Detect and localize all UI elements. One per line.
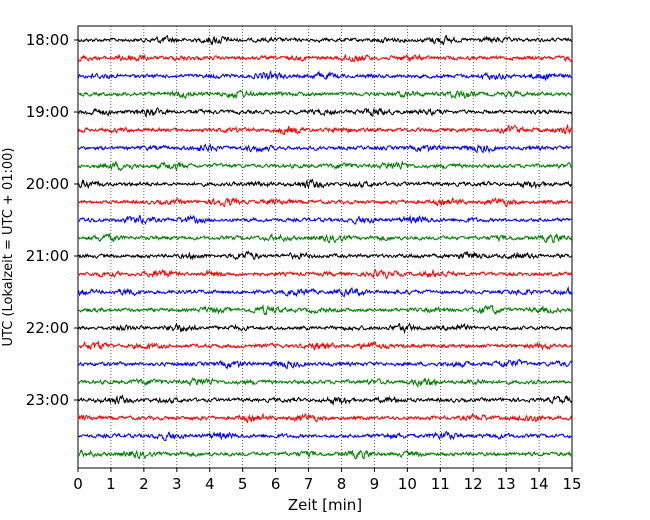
x-tick-label: 6 [271,475,281,493]
x-tick-label: 3 [172,475,182,493]
seismic-trace [77,178,573,190]
seismic-trace [77,232,573,244]
seismic-trace [77,53,573,63]
seismic-trace [77,394,573,406]
seismic-trace [77,268,573,280]
plot-frame [77,25,573,469]
x-tick-label: 7 [304,475,314,493]
seismic-trace [77,107,573,118]
y-axis-ticks: 18:00 19:00 20:00 21:00 22:00 23:00 [26,31,78,409]
seismic-trace [77,196,573,208]
x-tick-label: 10 [398,475,417,493]
y-tick-label: 19:00 [26,103,69,121]
seismic-trace [77,160,573,172]
y-tick-label: 21:00 [26,247,69,265]
y-tick-label: 20:00 [26,175,69,193]
y-tick-label: 18:00 [26,31,69,49]
x-tick-label: 13 [497,475,516,493]
x-tick-label: 14 [530,475,549,493]
x-tick-label: 5 [238,475,248,493]
y-axis-label: UTC (Lokalzeit = UTC + 01:00) [1,148,16,347]
seismic-trace [77,214,573,225]
x-tick-label: 12 [464,475,483,493]
seismic-traces [77,34,573,460]
x-tick-label: 9 [370,475,380,493]
x-tick-label: 11 [431,475,450,493]
seismic-trace [77,340,573,351]
x-axis-label: Zeit [min] [288,496,362,514]
seismic-trace [77,70,573,81]
seismic-trace [77,376,573,388]
seismic-trace [77,34,573,46]
x-axis-ticks: 0 1 2 3 4 5 6 7 8 9 10 11 12 13 14 15 [73,468,582,493]
x-tick-label: 15 [562,475,581,493]
seismic-trace [77,123,573,136]
seismic-trace [77,430,573,441]
seismic-trace [77,285,573,298]
seismic-trace [77,249,573,261]
y-tick-label: 23:00 [26,391,69,409]
y-tick-label: 22:00 [26,319,69,337]
seismic-trace [77,449,573,460]
seismic-trace [77,143,573,154]
seismic-trace [77,358,573,370]
x-tick-label: 4 [205,475,215,493]
x-tick-label: 8 [337,475,347,493]
seismic-trace [77,89,573,100]
x-tick-label: 1 [106,475,116,493]
x-gridlines [110,26,540,468]
x-tick-label: 2 [139,475,149,493]
seismic-trace [77,304,573,316]
seismic-trace [77,322,573,335]
x-tick-label: 0 [73,475,83,493]
seismic-trace [77,412,573,424]
